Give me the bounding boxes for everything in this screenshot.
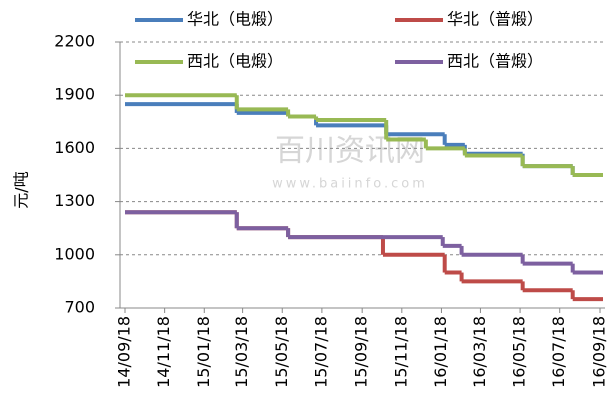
x-tick-label: 15/05/18 (272, 316, 291, 388)
y-tick-label: 700 (64, 298, 95, 317)
x-tick-label: 15/11/18 (391, 316, 410, 388)
x-tick-label: 16/03/18 (470, 316, 489, 388)
x-tick-label: 16/05/18 (510, 316, 529, 388)
y-tick-label: 1300 (54, 191, 95, 210)
x-tick-label: 15/09/18 (352, 316, 371, 388)
y-tick-label: 2200 (54, 32, 95, 51)
x-tick-label: 14/09/18 (115, 316, 134, 388)
x-tick-label: 15/07/18 (311, 316, 330, 388)
y-tick-label: 1600 (54, 138, 95, 157)
y-axis-label: 元/吨 (12, 171, 31, 208)
x-tick-label: 16/09/18 (590, 316, 609, 388)
x-tick-label: 16/07/18 (549, 316, 568, 388)
x-tick-label: 16/01/18 (431, 316, 450, 388)
legend-label: 华北（普煅） (447, 10, 543, 29)
y-tick-label: 1000 (54, 244, 95, 263)
legend-label: 华北（电煅） (187, 10, 283, 29)
y-tick-label: 1900 (54, 85, 95, 104)
x-tick-label: 15/03/18 (232, 316, 251, 388)
x-tick-label: 14/11/18 (154, 316, 173, 388)
watermark-url: www.baiinfo.com (272, 177, 428, 192)
x-tick-label: 15/01/18 (194, 316, 213, 388)
legend-label: 西北（普煅） (447, 52, 543, 71)
legend-label: 西北（电煅） (187, 52, 283, 71)
